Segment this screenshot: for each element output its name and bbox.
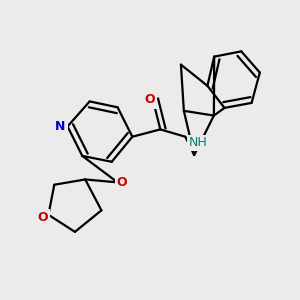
Text: O: O [37,211,48,224]
Text: N: N [55,120,65,133]
Text: O: O [117,176,127,189]
Text: O: O [144,93,155,106]
Text: NH: NH [188,136,207,149]
